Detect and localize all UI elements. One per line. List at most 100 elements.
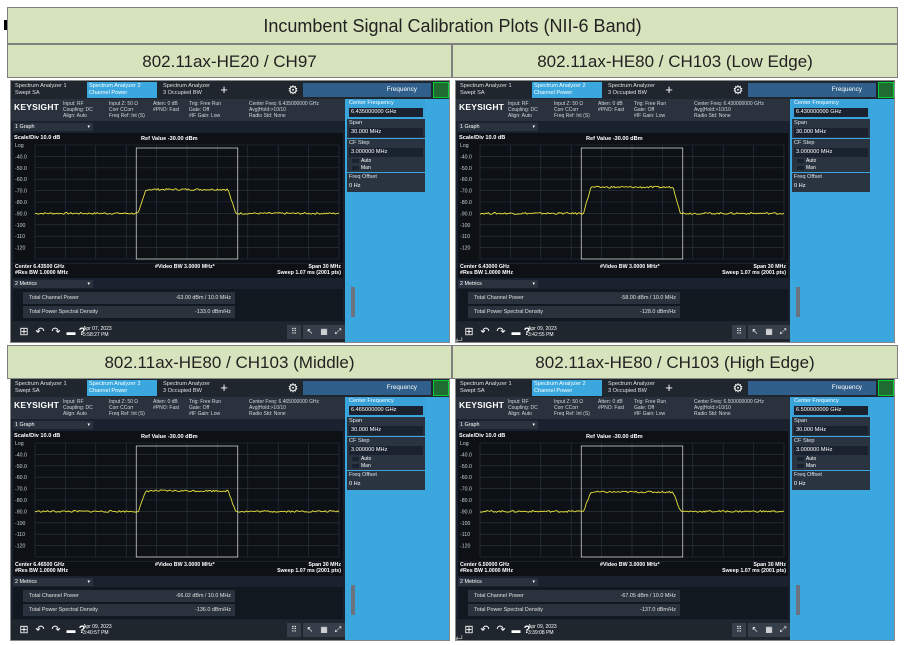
tab-occupied-bw[interactable]: Spectrum Analyzer 3 Occupied BW	[608, 381, 655, 394]
metrics-selector[interactable]: 2 Metrics	[458, 578, 538, 586]
grid-icon[interactable]: ▦	[762, 325, 776, 339]
cf-step-control[interactable]: CF Step 3.000000 MHz Auto Man	[347, 437, 425, 470]
center-frequency-control[interactable]: Center Frequency 6.435000000 GHz	[347, 99, 425, 118]
undo-icon[interactable]: ↶	[480, 326, 490, 338]
graph-selector[interactable]: 1 Graph	[13, 123, 93, 131]
frequency-menu-button[interactable]: Frequency	[303, 83, 431, 97]
cf-step-control[interactable]: CF Step 3.000000 MHz Auto Man	[347, 139, 425, 172]
scrollbar[interactable]	[351, 585, 355, 615]
folder-icon[interactable]: ▬	[511, 327, 521, 337]
tab-channel-power[interactable]: Spectrum Analyzer 2 Channel Power	[87, 380, 157, 396]
span-control[interactable]: Span 30.000 MHz	[792, 417, 870, 436]
scrollbar[interactable]	[796, 585, 800, 615]
folder-icon[interactable]: ▬	[66, 625, 76, 635]
freq-offset-control[interactable]: Freq Offset 0 Hz	[347, 471, 425, 490]
undo-icon[interactable]: ↶	[35, 326, 45, 338]
tab-occupied-bw[interactable]: Spectrum Analyzer 3 Occupied BW	[608, 83, 655, 96]
cursor-icon[interactable]: ↖	[303, 325, 317, 339]
graph-selector[interactable]: 1 Graph	[458, 421, 538, 429]
scrollbar[interactable]	[351, 287, 355, 317]
span-control[interactable]: Span 30.000 MHz	[347, 119, 425, 138]
undo-icon[interactable]: ↶	[480, 624, 490, 636]
gear-icon[interactable]: ⚙	[732, 83, 744, 97]
redo-icon[interactable]: ↷	[51, 326, 61, 338]
tab-bar: Spectrum Analyzer 1 Swept SA Spectrum An…	[11, 81, 449, 99]
fullscreen-icon[interactable]: ⤢	[776, 325, 790, 339]
windows-icon[interactable]: ⊞	[19, 326, 29, 338]
plus-icon[interactable]: +	[220, 82, 228, 97]
grid-icon[interactable]: ▦	[317, 325, 331, 339]
gear-icon[interactable]: ⚙	[287, 83, 299, 97]
undo-icon[interactable]: ↶	[35, 624, 45, 636]
fullscreen-icon[interactable]: ⤢	[776, 623, 790, 637]
fullscreen-icon[interactable]: ⤢	[331, 325, 345, 339]
cf-step-control[interactable]: CF Step 3.000000 MHz Auto Man	[792, 437, 870, 470]
freq-offset-control[interactable]: Freq Offset 0 Hz	[347, 173, 425, 192]
plus-icon[interactable]: +	[220, 380, 228, 395]
man-toggle[interactable]: Man	[797, 165, 868, 171]
grid-icon[interactable]: ▦	[762, 623, 776, 637]
freq-offset-control[interactable]: Freq Offset 0 Hz	[792, 471, 870, 490]
fullscreen-icon[interactable]: ⤢	[331, 623, 345, 637]
tab-swept-sa[interactable]: Spectrum Analyzer 1 Swept SA	[460, 83, 512, 96]
auto-toggle[interactable]: Auto	[352, 456, 423, 462]
cf-step-control[interactable]: CF Step 3.000000 MHz Auto Man	[792, 139, 870, 172]
tab-swept-sa[interactable]: Spectrum Analyzer 1 Swept SA	[460, 381, 512, 394]
gear-icon[interactable]: ⚙	[287, 381, 299, 395]
tab-occupied-bw[interactable]: Spectrum Analyzer 3 Occupied BW	[163, 381, 210, 394]
graph-selector[interactable]: 1 Graph	[13, 421, 93, 429]
plus-icon[interactable]: +	[665, 380, 673, 395]
man-toggle[interactable]: Man	[352, 463, 423, 469]
redo-icon[interactable]: ↷	[51, 624, 61, 636]
span-control[interactable]: Span 30.000 MHz	[347, 417, 425, 436]
keyboard-icon[interactable]: ⠿	[287, 623, 301, 637]
windows-icon[interactable]: ⊞	[19, 624, 29, 636]
plus-icon[interactable]: +	[665, 82, 673, 97]
keyboard-icon[interactable]: ⠿	[287, 325, 301, 339]
tab-swept-sa[interactable]: Spectrum Analyzer 1 Swept SA	[15, 83, 67, 96]
tab-swept-sa[interactable]: Spectrum Analyzer 1 Swept SA	[15, 381, 67, 394]
frequency-menu-button[interactable]: Frequency	[748, 83, 876, 97]
help-icon[interactable]: ?	[78, 624, 86, 636]
metrics-selector[interactable]: 2 Metrics	[13, 578, 93, 586]
man-toggle[interactable]: Man	[797, 463, 868, 469]
cursor-icon[interactable]: ↖	[303, 623, 317, 637]
cursor-icon[interactable]: ↖	[748, 623, 762, 637]
frequency-menu-button[interactable]: Frequency	[303, 381, 431, 395]
tab-channel-power[interactable]: Spectrum Analyzer 2 Channel Power	[532, 380, 602, 396]
man-toggle[interactable]: Man	[352, 165, 423, 171]
plot-footer: Center 6.43000 GHz #Res BW 1.0000 MHz #V…	[458, 264, 788, 278]
tab-channel-power[interactable]: Spectrum Analyzer 2 Channel Power	[87, 82, 157, 98]
tab-occupied-bw[interactable]: Spectrum Analyzer 3 Occupied BW	[163, 83, 210, 96]
gear-icon[interactable]: ⚙	[732, 381, 744, 395]
folder-icon[interactable]: ▬	[511, 625, 521, 635]
scrollbar[interactable]	[796, 287, 800, 317]
keyboard-icon[interactable]: ⠿	[732, 325, 746, 339]
metrics-selector[interactable]: 2 Metrics	[13, 280, 93, 288]
center-frequency-control[interactable]: Center Frequency 6.465000000 GHz	[347, 397, 425, 416]
folder-icon[interactable]: ▬	[66, 327, 76, 337]
help-icon[interactable]: ?	[78, 326, 86, 338]
metric-total-channel-power: Total Channel Power -66.02 dBm / 10.0 MHz	[23, 590, 235, 602]
frequency-menu-button[interactable]: Frequency	[748, 381, 876, 395]
metrics-selector[interactable]: 2 Metrics	[458, 280, 538, 288]
cursor-icon[interactable]: ↖	[748, 325, 762, 339]
auto-toggle[interactable]: Auto	[797, 456, 868, 462]
keyboard-icon[interactable]: ⠿	[732, 623, 746, 637]
redo-icon[interactable]: ↷	[496, 326, 506, 338]
auto-toggle[interactable]: Auto	[797, 158, 868, 164]
windows-icon[interactable]: ⊞	[464, 624, 474, 636]
help-icon[interactable]: ?	[523, 624, 531, 636]
center-frequency-control[interactable]: Center Frequency 6.500000000 GHz	[792, 397, 870, 416]
windows-icon[interactable]: ⊞	[464, 326, 474, 338]
auto-toggle[interactable]: Auto	[352, 158, 423, 164]
redo-icon[interactable]: ↷	[496, 624, 506, 636]
freq-offset-control[interactable]: Freq Offset 0 Hz	[792, 173, 870, 192]
span-control[interactable]: Span 30.000 MHz	[792, 119, 870, 138]
tab-channel-power[interactable]: Spectrum Analyzer 2 Channel Power	[532, 82, 602, 98]
grid-icon[interactable]: ▦	[317, 623, 331, 637]
graph-selector[interactable]: 1 Graph	[458, 123, 538, 131]
center-frequency-control[interactable]: Center Frequency 6.430000000 GHz	[792, 99, 870, 118]
ref-value-label: Ref Value -30.00 dBm	[586, 434, 643, 440]
help-icon[interactable]: ?	[523, 326, 531, 338]
